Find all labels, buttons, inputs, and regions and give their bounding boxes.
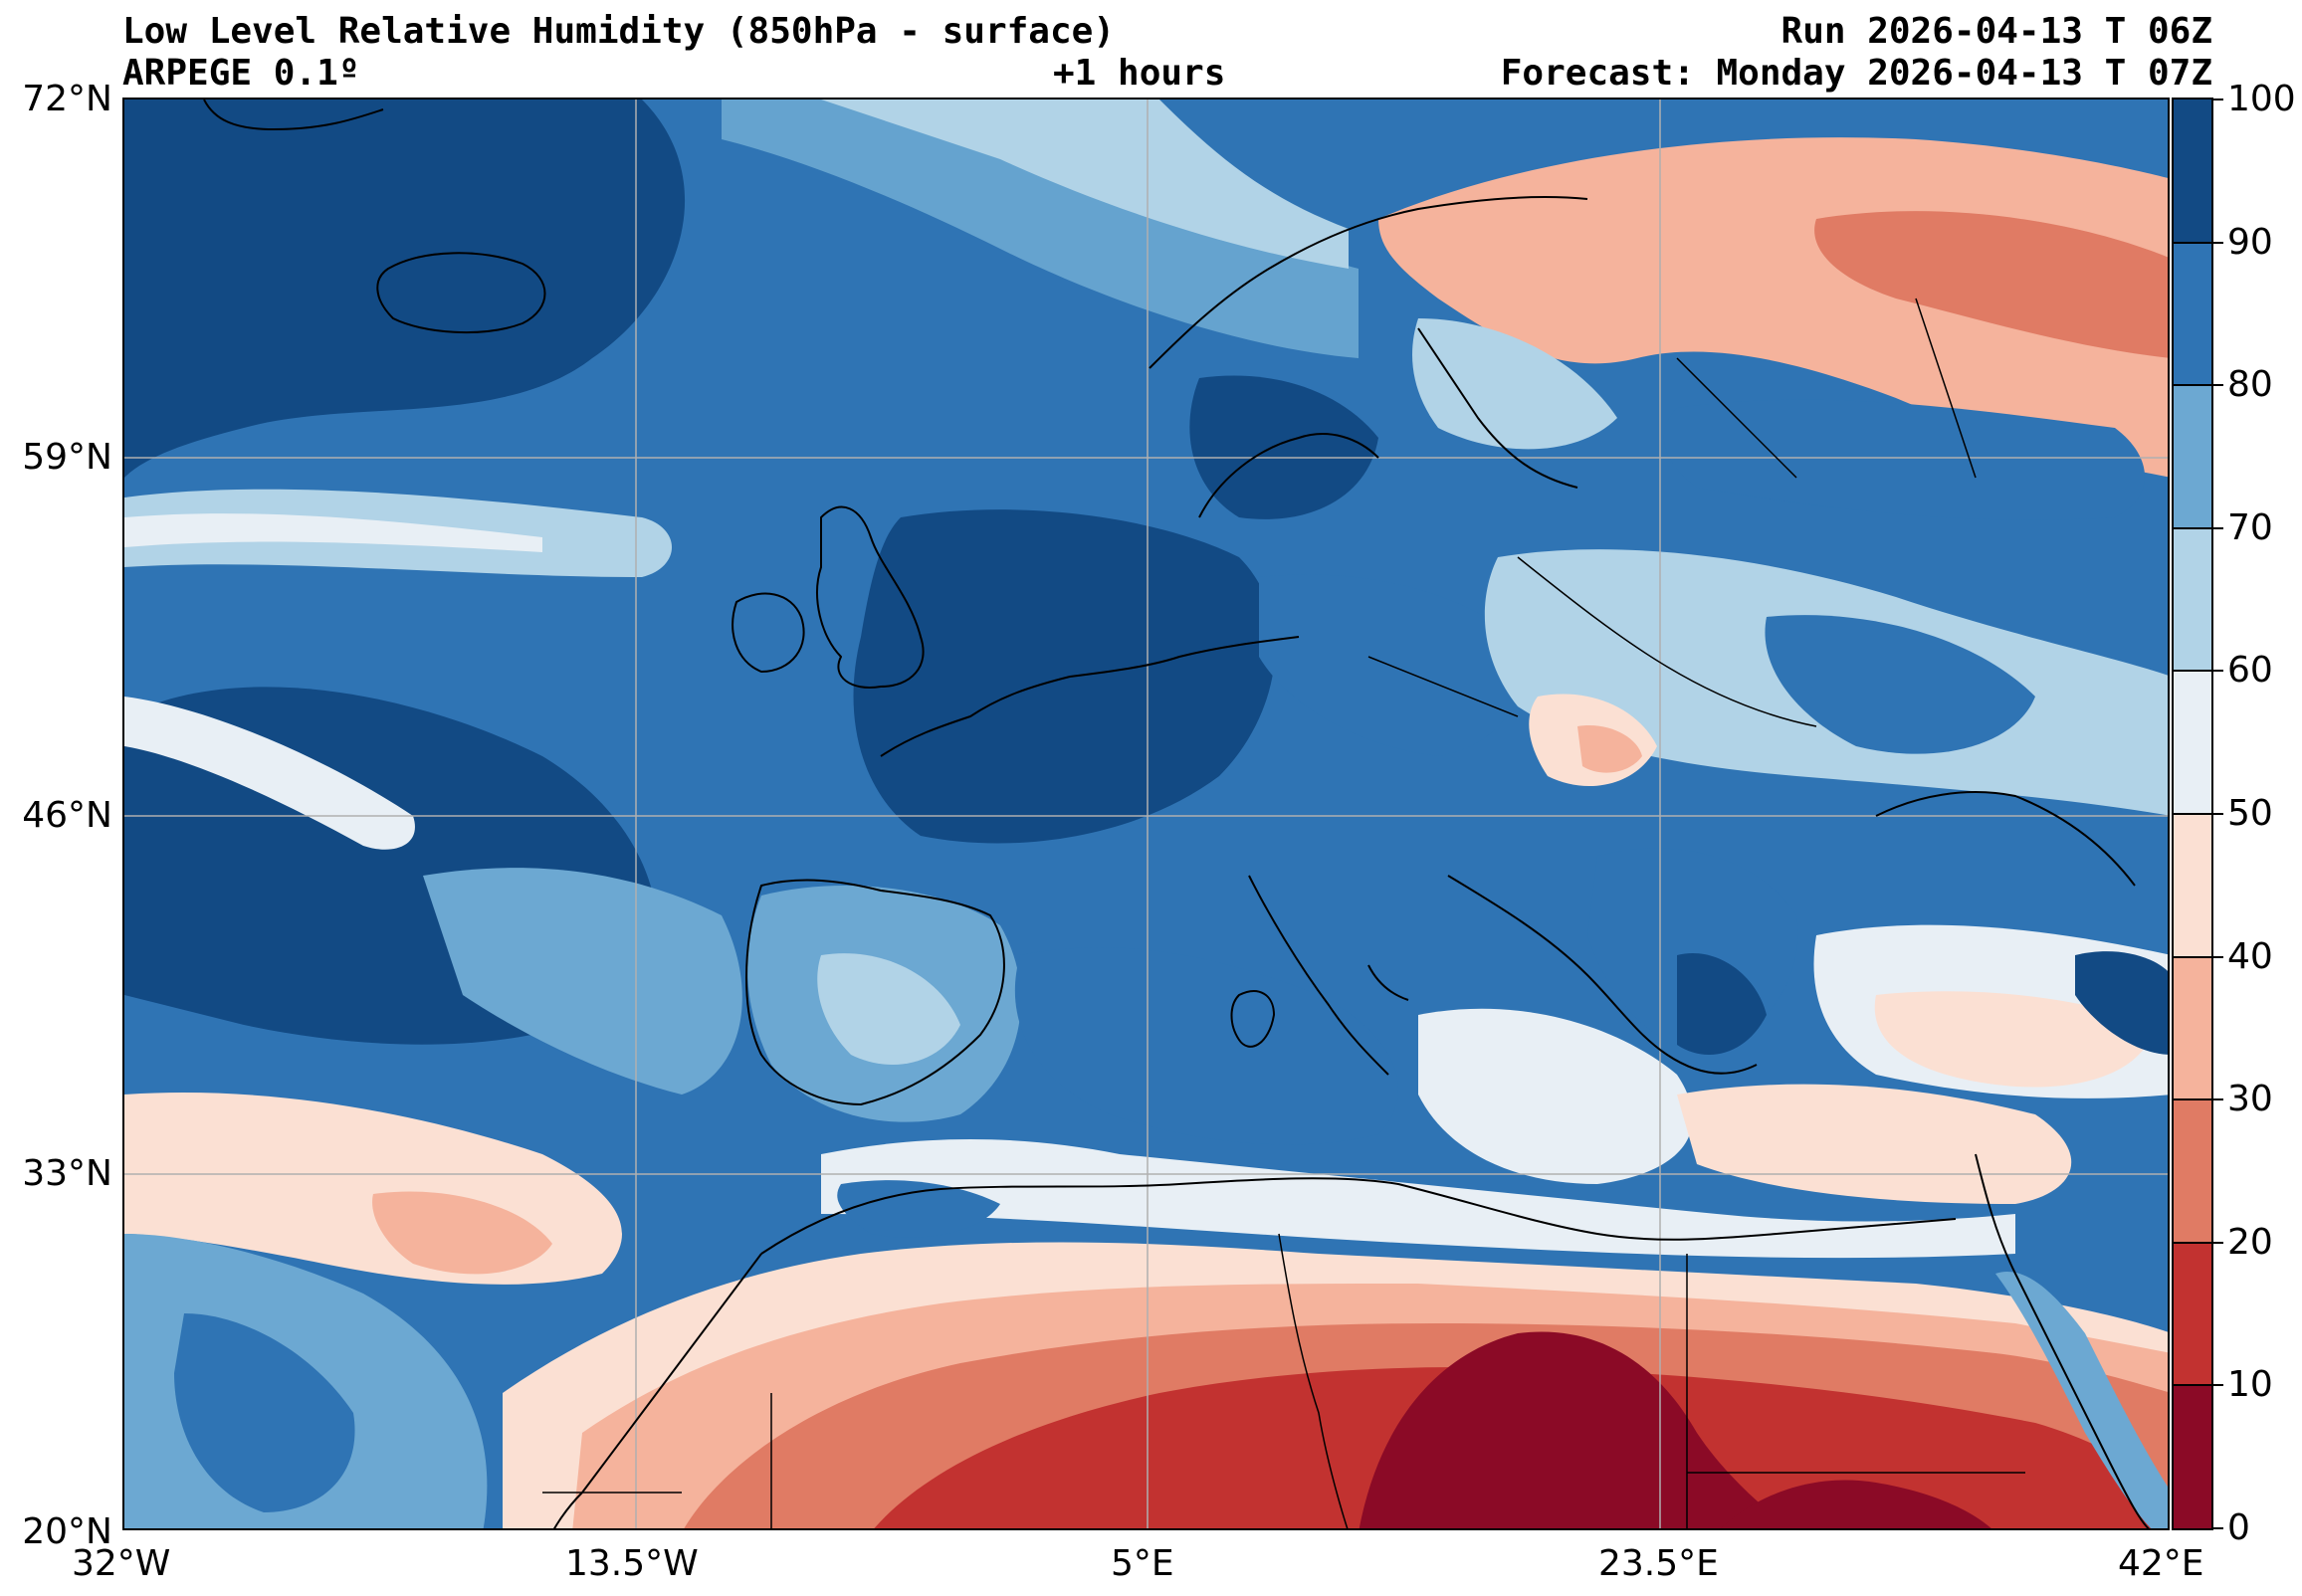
colorbar-tick-label: 30 [2227,1082,2273,1117]
colorbar-divider [2174,1384,2211,1386]
colorbar-tick-label: 0 [2227,1510,2250,1546]
colorbar-tick-label: 10 [2227,1367,2273,1403]
colorbar-tick [2213,670,2223,672]
colorbar-divider [2174,527,2211,529]
colorbar-segment [2174,671,2211,815]
lon-label: 13.5°W [565,1546,699,1582]
colorbar-divider [2174,670,2211,672]
lat-label: 72°N [22,82,112,117]
colorbar-tick [2213,813,2223,815]
colorbar-tick [2213,384,2223,386]
colorbar-segment [2174,385,2211,529]
colorbar-divider [2174,956,2211,958]
colorbar-tick-label: 60 [2227,653,2273,689]
lon-label: 23.5°E [1598,1546,1719,1582]
colorbar-tick-label: 100 [2227,82,2296,117]
colorbar-tick [2213,527,2223,529]
colorbar-tick [2213,1098,2223,1100]
colorbar [2172,98,2213,1530]
colorbar-divider [2174,242,2211,244]
humidity-field [124,100,2170,1530]
colorbar-tick-label: 50 [2227,796,2273,832]
colorbar-segment [2174,814,2211,958]
colorbar-tick [2213,1384,2223,1386]
lat-label: 59°N [22,440,112,476]
colorbar-divider [2174,1098,2211,1100]
colorbar-segment [2174,243,2211,387]
colorbar-tick-label: 90 [2227,225,2273,261]
colorbar-tick-label: 20 [2227,1225,2273,1261]
colorbar-divider [2174,813,2211,815]
colorbar-tick [2213,1242,2223,1244]
colorbar-segment [2174,957,2211,1101]
colorbar-tick [2213,242,2223,244]
humidity-map[interactable] [122,98,2170,1530]
colorbar-tick [2213,99,2223,100]
run-time: Run 2026-04-13 T 06Z [1781,14,2212,50]
model-name: ARPEGE 0.1º [122,56,359,92]
colorbar-segment [2174,1385,2211,1529]
lon-label: 42°E [2118,1546,2204,1582]
colorbar-tick-label: 40 [2227,939,2273,975]
lat-label: 46°N [22,798,112,834]
lead-time: +1 hours [1053,56,1225,92]
lon-label: 5°E [1111,1546,1174,1582]
colorbar-divider [2174,1242,2211,1244]
colorbar-tick-label: 70 [2227,510,2273,546]
map-title: Low Level Relative Humidity (850hPa - su… [122,14,1115,50]
colorbar-segment [2174,528,2211,673]
lon-label: 32°W [72,1546,170,1582]
colorbar-tick [2213,956,2223,958]
colorbar-tick [2213,1527,2223,1529]
forecast-time: Forecast: Monday 2026-04-13 T 07Z [1501,56,2212,92]
colorbar-segment [2174,100,2211,244]
colorbar-segment [2174,1243,2211,1387]
lat-label: 33°N [22,1156,112,1192]
colorbar-tick-label: 80 [2227,367,2273,403]
colorbar-segment [2174,1099,2211,1244]
colorbar-divider [2174,384,2211,386]
